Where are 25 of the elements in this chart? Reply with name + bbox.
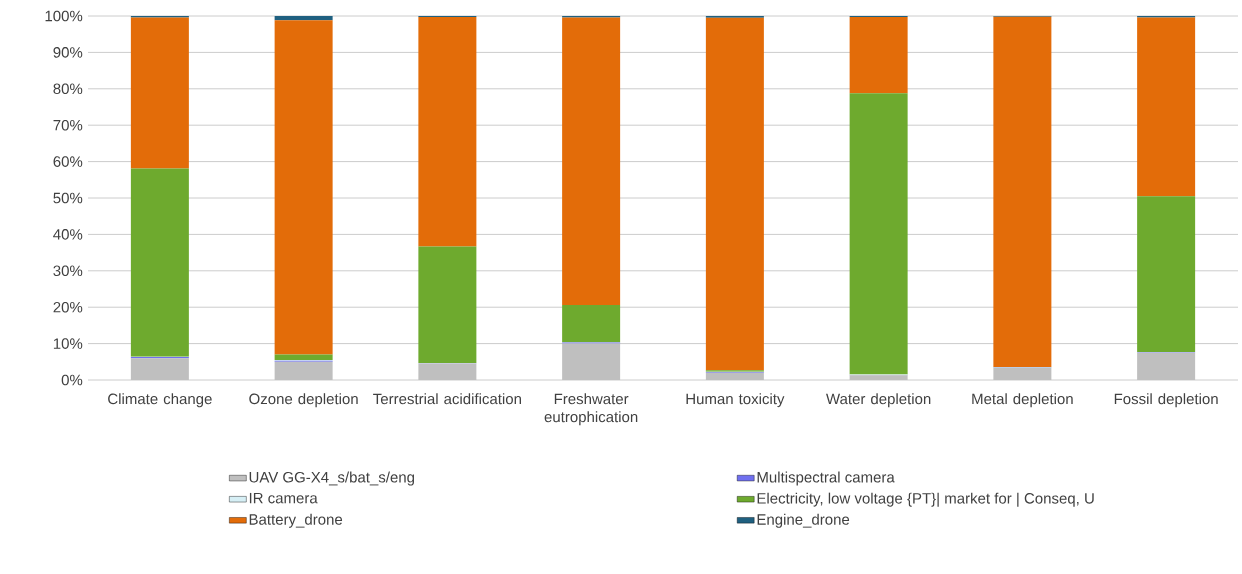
y-tick-label: 40%: [53, 229, 83, 240]
y-tick-label: 60%: [53, 156, 83, 167]
x-tick-label: Fossil depletion: [1114, 393, 1218, 408]
legend-label: Multispectral camera: [757, 471, 895, 486]
legend-label: UAV GG-X4_s/bat_s/eng: [249, 471, 415, 486]
x-tick-label: Freshwater eutrophication: [544, 393, 638, 426]
y-tick-label: 30%: [53, 265, 83, 277]
x-tick-label: Human toxicity: [686, 393, 785, 408]
y-tick-label: 90%: [53, 47, 83, 58]
y-tick-label: 70%: [53, 119, 83, 131]
y-tick-label: 50%: [53, 192, 83, 204]
x-tick-label: Ozone depletion: [249, 393, 358, 408]
legend-label: Engine_drone: [757, 513, 850, 528]
x-tick-label: Water depletion: [826, 393, 931, 408]
legend-label: Battery_drone: [249, 513, 343, 528]
y-tick-label: 100%: [45, 10, 83, 22]
y-tick-label: 80%: [53, 83, 83, 95]
y-tick-label: 10%: [53, 338, 83, 349]
x-tick-label: Climate change: [108, 393, 212, 408]
legend-label: Electricity, low voltage {PT}| market for | Conseq, U: [757, 492, 1094, 507]
legend-label: IR camera: [249, 492, 318, 504]
x-tick-label: Terrestrial acidification: [373, 393, 521, 405]
x-tick-label: Metal depletion: [972, 393, 1073, 408]
y-tick-label: 0%: [61, 374, 83, 386]
y-tick-label: 20%: [53, 301, 83, 313]
